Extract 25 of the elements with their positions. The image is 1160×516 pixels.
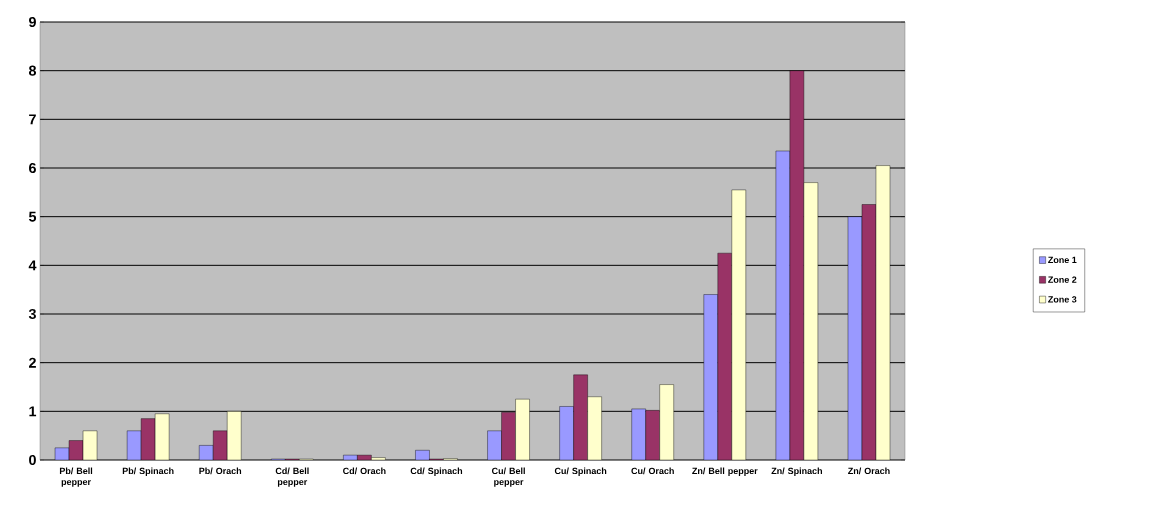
x-tick-label: Pb/ Bell pepper [59, 467, 93, 487]
y-tick-label: 7 [29, 114, 36, 125]
y-tick-label: 9 [29, 16, 36, 28]
x-tick-label: Cu/ Spinach [554, 467, 607, 476]
x-tick-label: Cu/ Bell pepper [491, 467, 525, 487]
y-tick-label: 0 [29, 454, 36, 466]
legend-label: Zone 3 [1048, 296, 1077, 303]
y-tick-label: 2 [29, 357, 36, 368]
legend-label: Zone 1 [1048, 256, 1077, 264]
x-tick-label: Pb/ Orach [199, 467, 242, 475]
y-tick-label: 1 [29, 406, 37, 417]
x-tick-label: Cd/ Bell pepper [275, 467, 309, 487]
x-tick-label: Cd/ Spinach [410, 467, 463, 476]
y-tick-label: 3 [28, 308, 36, 320]
y-tick-label: 6 [29, 162, 36, 174]
x-tick-label: Pb/ Spinach [122, 467, 174, 476]
x-tick-label: Zn/ Spinach [771, 467, 822, 476]
x-tick-label: Cd/ Orach [343, 467, 386, 475]
legend-label: Zone 2 [1048, 276, 1077, 283]
y-tick-label: 5 [28, 211, 37, 222]
x-tick-label: Zn/ Bell pepper [692, 467, 758, 476]
y-tick-label: 4 [28, 260, 37, 271]
x-tick-label: Cu/ Orach [631, 467, 674, 475]
x-tick-label: Zn/ Orach [848, 467, 890, 475]
y-tick-label: 8 [28, 65, 37, 76]
